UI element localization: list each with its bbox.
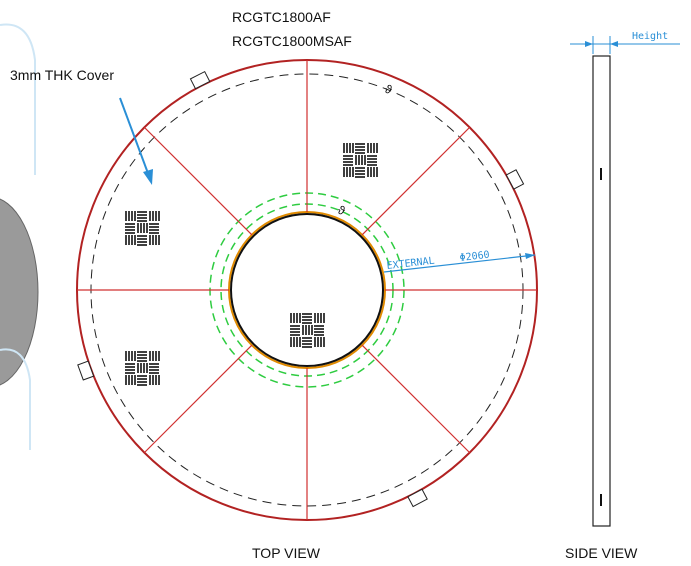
small-mark: ϑ — [336, 203, 347, 219]
background-outline — [0, 23, 36, 450]
spoke — [361, 344, 471, 454]
dimension-arrow — [525, 253, 535, 259]
hatch-symbol — [125, 211, 160, 246]
height-label: Height — [632, 31, 668, 42]
tab — [77, 360, 95, 381]
cover-arrowhead — [143, 169, 153, 185]
view-label: SIDE VIEW — [565, 545, 638, 561]
hatch-symbol — [125, 351, 160, 386]
small-mark: ϑ — [383, 82, 394, 98]
side-view: Height — [570, 31, 680, 527]
spoke — [361, 126, 471, 236]
dimension-line — [383, 254, 536, 273]
background-object — [0, 198, 39, 386]
side-rect — [592, 55, 611, 527]
top-view: ϑ ϑ EXTERNAL Φ2060 — [76, 59, 538, 521]
tab — [505, 169, 525, 190]
cover-arrow — [119, 97, 150, 177]
hatch-symbol — [343, 143, 378, 178]
model-label: RCGTC1800MSAF — [232, 33, 352, 49]
cover-label: 3mm THK Cover — [10, 67, 114, 83]
hatch-symbol — [290, 313, 325, 348]
tab — [189, 70, 211, 90]
view-label: TOP VIEW — [252, 545, 321, 561]
spoke — [143, 344, 253, 454]
dimension-label: EXTERNAL — [386, 256, 435, 272]
model-label: RCGTC1800AF — [232, 9, 331, 25]
height-arrows — [585, 41, 618, 47]
tab — [407, 488, 428, 508]
dimension-value: Φ2060 — [459, 250, 490, 264]
inner-circle — [230, 213, 384, 367]
spoke — [143, 126, 253, 236]
